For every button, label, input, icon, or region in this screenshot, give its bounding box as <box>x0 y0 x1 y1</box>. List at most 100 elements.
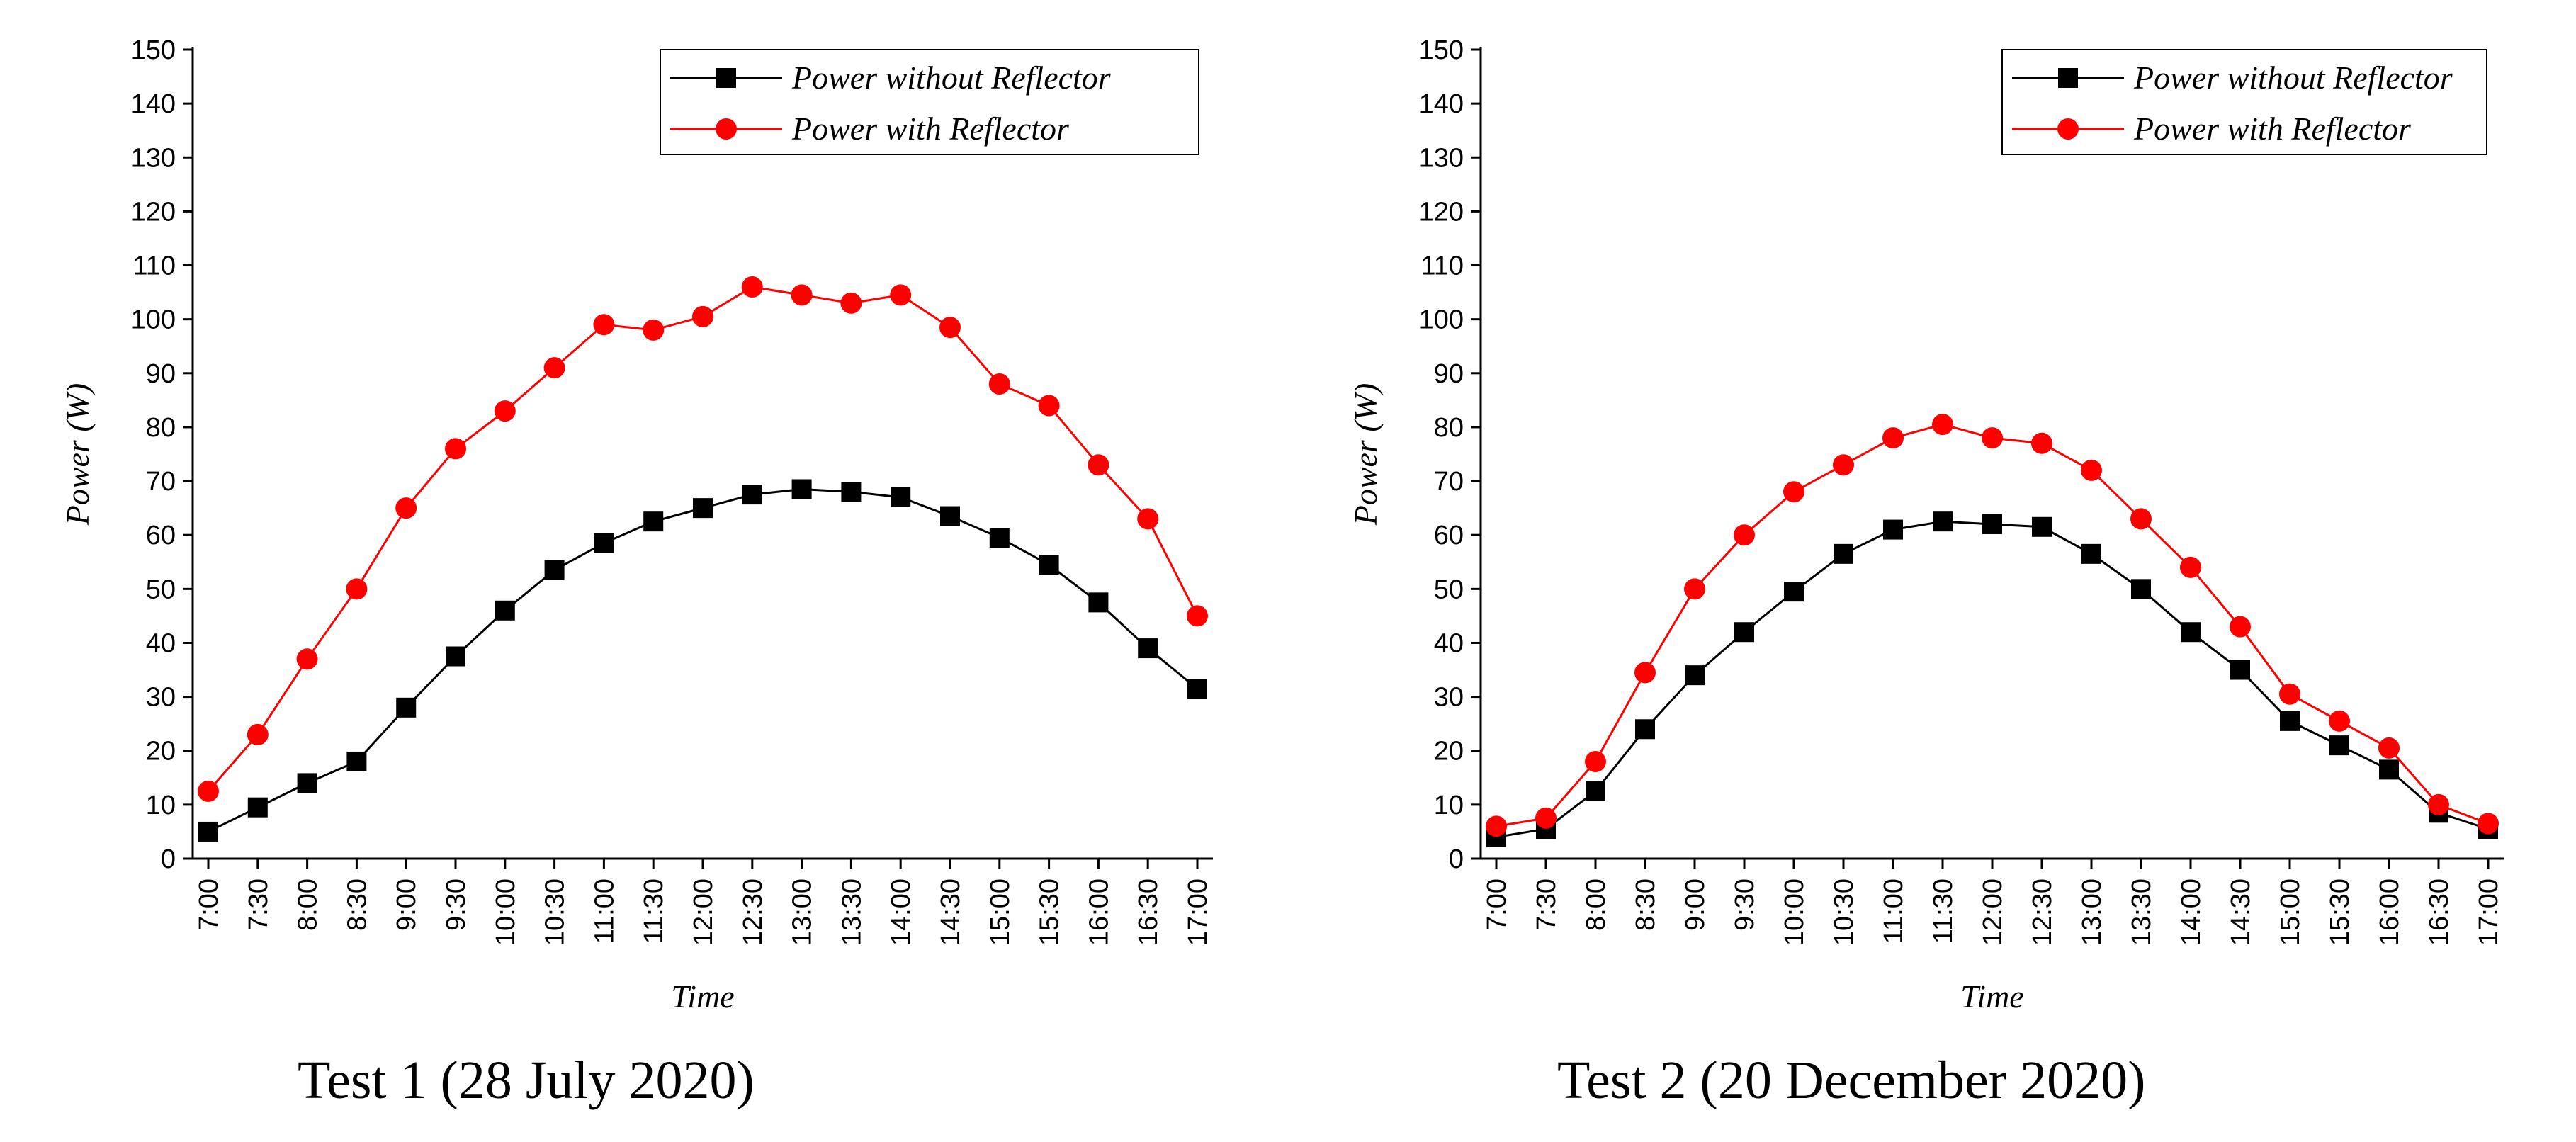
y-tick-label: 30 <box>1434 683 1464 713</box>
data-point-with-reflector <box>1982 427 2003 449</box>
y-tick-label: 40 <box>146 628 176 658</box>
x-tick-label: 14:00 <box>2176 878 2206 946</box>
legend-marker-with-reflector <box>2057 118 2079 140</box>
legend-marker-without-reflector <box>2058 68 2078 88</box>
data-point-with-reflector <box>1932 414 1953 436</box>
x-tick-label: 9:00 <box>392 878 422 931</box>
data-point-with-reflector <box>494 400 516 422</box>
y-tick-label: 140 <box>1419 89 1464 119</box>
legend-marker-without-reflector <box>716 68 736 88</box>
x-tick-label: 17:00 <box>1183 878 1213 946</box>
x-tick-label: 14:00 <box>886 878 916 946</box>
data-point-with-reflector <box>1088 454 1109 476</box>
x-tick-label: 10:30 <box>541 878 570 946</box>
data-point-without-reflector <box>1138 638 1158 659</box>
data-point-without-reflector <box>1982 514 2002 534</box>
data-point-with-reflector <box>2130 508 2152 530</box>
x-tick-label: 9:30 <box>441 878 471 931</box>
x-tick-label: 12:00 <box>689 878 718 946</box>
data-point-with-reflector <box>1783 481 1804 503</box>
data-point-with-reflector <box>1634 662 1656 684</box>
data-point-without-reflector <box>1088 592 1109 613</box>
x-tick-label: 11:30 <box>1928 878 1958 944</box>
y-axis-title: Power (W) <box>1348 383 1384 526</box>
y-tick-label: 150 <box>131 35 176 65</box>
line-chart-test-2: 0 10 20 30 40 50 60 70 80 90 100 110 120 130 140 150 7:0… <box>1348 35 2504 1014</box>
x-tick-label: 8:00 <box>1581 878 1611 931</box>
data-point-without-reflector <box>1933 511 1953 532</box>
data-point-without-reflector <box>2081 543 2101 564</box>
x-tick-label: 15:00 <box>2276 878 2305 946</box>
y-tick-label: 10 <box>1434 791 1464 820</box>
data-point-without-reflector <box>791 479 812 499</box>
y-tick-label: 60 <box>146 521 176 550</box>
y-tick-label: 50 <box>146 575 176 604</box>
y-tick-label: 100 <box>1419 305 1464 335</box>
x-tick-label: 7:00 <box>194 878 224 931</box>
x-tick-label: 7:30 <box>1532 878 1561 931</box>
y-tick-label: 80 <box>1434 413 1464 443</box>
data-point-with-reflector <box>1038 395 1060 417</box>
x-tick-label: 17:00 <box>2474 878 2504 946</box>
data-point-without-reflector <box>2379 759 2399 780</box>
x-tick-label: 13:30 <box>837 878 866 946</box>
data-point-with-reflector <box>2230 616 2251 638</box>
series-line-with-reflector <box>207 286 1199 792</box>
data-point-with-reflector <box>2081 459 2102 481</box>
data-point-without-reflector <box>495 600 515 621</box>
x-tick-label: 16:00 <box>1084 878 1114 946</box>
data-point-with-reflector <box>939 317 961 339</box>
data-point-with-reflector <box>445 438 466 460</box>
data-point-without-reflector <box>1586 781 1605 801</box>
data-point-with-reflector <box>2031 432 2052 454</box>
data-point-without-reflector <box>594 533 614 553</box>
legend-label: Power with Reflector <box>791 111 1070 147</box>
x-tick-label: 11:00 <box>1879 878 1909 944</box>
y-tick-label: 140 <box>131 89 176 119</box>
data-point-without-reflector <box>1883 519 1903 540</box>
legend-box <box>2001 49 2487 155</box>
chart-caption: Test 2 (20 December 2020) <box>1557 1051 2146 1110</box>
data-point-with-reflector <box>2428 793 2449 815</box>
legend-marker-with-reflector <box>716 118 737 140</box>
x-axis-title: Time <box>671 978 734 1014</box>
y-tick-label: 100 <box>131 305 176 335</box>
data-point-with-reflector <box>2478 813 2499 835</box>
y-tick-label: 30 <box>146 683 176 713</box>
x-axis-title: Time <box>1960 978 2023 1014</box>
data-point-without-reflector <box>544 560 565 580</box>
data-point-with-reflector <box>890 284 912 306</box>
data-point-with-reflector <box>2329 710 2350 732</box>
chart-panel-test-2: 0 10 20 30 40 50 60 70 80 90 100 110 120 130 140 150 7:0… <box>1288 0 2576 1142</box>
y-tick-label: 20 <box>146 737 176 767</box>
data-point-with-reflector <box>198 780 219 802</box>
x-tick-label: 8:30 <box>342 878 372 931</box>
x-tick-label: 15:30 <box>2325 878 2355 946</box>
y-tick-label: 110 <box>132 251 176 281</box>
data-point-without-reflector <box>2181 622 2201 643</box>
x-tick-label: 7:30 <box>244 878 273 931</box>
x-tick-label: 10:00 <box>1780 878 1809 946</box>
data-point-without-reflector <box>446 646 465 667</box>
data-point-without-reflector <box>891 487 911 507</box>
data-point-with-reflector <box>1585 750 1606 772</box>
data-point-without-reflector <box>1834 543 1853 564</box>
data-point-with-reflector <box>247 723 269 745</box>
y-axis-title: Power (W) <box>60 383 96 526</box>
y-tick-label: 130 <box>131 143 176 173</box>
x-tick-label: 10:30 <box>1829 878 1859 946</box>
x-tick-label: 14:30 <box>2226 878 2256 946</box>
data-point-with-reflector <box>2279 683 2300 705</box>
data-point-without-reflector <box>742 485 762 505</box>
legend-label: Power without Reflector <box>791 60 1112 96</box>
x-tick-label: 10:00 <box>491 878 521 946</box>
data-point-with-reflector <box>1486 815 1507 837</box>
data-point-with-reflector <box>395 497 417 519</box>
data-point-with-reflector <box>2180 556 2201 578</box>
data-point-with-reflector <box>1684 578 1705 600</box>
data-point-without-reflector <box>396 697 417 718</box>
data-point-without-reflector <box>1784 582 1804 602</box>
x-tick-label: 13:30 <box>2127 878 2157 946</box>
x-tick-label: 12:30 <box>738 878 768 946</box>
data-point-with-reflector <box>1535 807 1557 829</box>
